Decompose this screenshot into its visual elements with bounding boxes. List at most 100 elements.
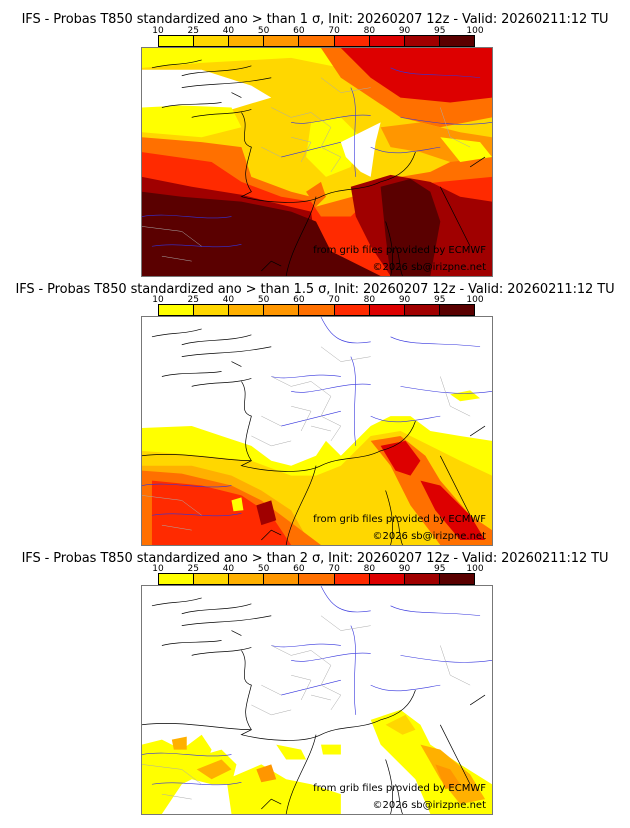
map-canvas	[142, 48, 492, 276]
colorbar-tick-label: 60	[293, 564, 305, 574]
prob-field-80-90	[380, 440, 421, 476]
colorbar-tick-label: 80	[363, 564, 376, 574]
colorbar-segment	[404, 305, 440, 315]
colorbar-segment	[404, 574, 440, 584]
panel-title: IFS - Probas T850 standardized ano > tha…	[21, 12, 609, 27]
colorbar-tick-label: 70	[328, 26, 340, 36]
colorbar-tick-label: 50	[257, 295, 270, 305]
coastlines	[142, 328, 486, 545]
prob-field-50-60	[256, 764, 277, 783]
colorbar-segment	[194, 36, 230, 46]
colorbar-segment	[264, 305, 300, 315]
colorbar	[158, 573, 475, 585]
colorbar-tick-label: 60	[293, 295, 305, 305]
colorbar-tick-label: 25	[187, 295, 199, 305]
colorbar-segment	[299, 36, 335, 46]
panel-1sigma: IFS - Probas T850 standardized ano > tha…	[0, 0, 630, 280]
colorbar-tick-label: 90	[398, 295, 411, 305]
probability-map: from grib files provided by ECMWF ©2026 …	[141, 585, 493, 815]
prob-field-80-90	[340, 48, 492, 103]
colorbar-ticks: 10 25 40 50 60 70 80 90 95 100	[152, 295, 483, 305]
panel-1-5sigma: IFS - Probas T850 standardized ano > tha…	[0, 280, 630, 550]
prob-field-25-40	[385, 714, 416, 735]
colorbar-segment	[334, 305, 370, 315]
colorbar-segment	[159, 574, 195, 584]
colorbar-tick-label: 100	[466, 564, 484, 574]
probability-map: from grib files provided by ECMWF ©2026 …	[141, 316, 493, 546]
map-canvas	[142, 317, 492, 545]
colorbar-tick-label: 95	[434, 26, 446, 36]
prob-field-70-80	[151, 480, 292, 545]
colorbar-tick-label: 90	[398, 26, 411, 36]
prob-field-10-25	[306, 117, 361, 177]
colorbar-segment	[439, 305, 474, 315]
prob-field-10-25	[142, 734, 212, 814]
prob-field-10-25	[320, 744, 341, 755]
colorbar-ticks: 10 25 40 50 60 70 80 90 95 100	[152, 564, 483, 574]
credit-source: from grib files provided by ECMWF	[313, 514, 486, 525]
colorbar-tick-label: 25	[187, 26, 199, 36]
colorbar-segment	[369, 36, 405, 46]
colorbar-segment	[229, 305, 265, 315]
colorbar-segment	[264, 574, 300, 584]
colorbar-segment	[334, 574, 370, 584]
credit-source: from grib files provided by ECMWF	[313, 783, 486, 794]
prob-field-50-60	[435, 764, 461, 790]
colorbar-tick-label: 100	[466, 295, 484, 305]
colorbar-tick-label: 95	[434, 295, 446, 305]
colorbar	[158, 304, 475, 316]
prob-field-10-25	[226, 764, 341, 814]
colorbar-tick-label: 50	[257, 564, 270, 574]
colorbar-tick-label: 25	[187, 564, 199, 574]
colorbar-ticks: 10 25 40 50 60 70 80 90 95 100	[152, 26, 483, 36]
colorbar-segment	[439, 36, 474, 46]
colorbar-tick-label: 10	[152, 26, 164, 36]
prob-field-95-100	[380, 178, 441, 276]
colorbar-tick-label: 80	[363, 26, 376, 36]
colorbar-tick-label: 10	[152, 295, 164, 305]
prob-field-40-50	[171, 736, 187, 750]
colorbar-segment	[229, 36, 265, 46]
colorbar-segment	[194, 574, 230, 584]
colorbar-tick-label: 90	[398, 564, 411, 574]
borders	[142, 615, 471, 800]
colorbar-tick-label: 100	[466, 26, 484, 36]
colorbar-tick-label: 40	[222, 295, 235, 305]
colorbar-tick-label: 80	[363, 295, 376, 305]
colorbar-segment	[299, 305, 335, 315]
colorbar-segment	[369, 574, 405, 584]
prob-field-10-25	[276, 744, 307, 760]
panel-title: IFS - Probas T850 standardized ano > tha…	[15, 282, 615, 297]
prob-field-60-70	[306, 181, 326, 207]
prob-field-80-90	[420, 480, 486, 541]
coastlines	[151, 59, 486, 276]
colorbar-segment	[264, 36, 300, 46]
colorbar-segment	[404, 36, 440, 46]
colorbar-tick-label: 40	[222, 564, 235, 574]
panel-2sigma: IFS - Probas T850 standardized ano > tha…	[0, 549, 630, 828]
colorbar-segment	[369, 305, 405, 315]
borders	[142, 77, 471, 262]
prob-field-below-10	[340, 122, 381, 177]
prob-field-10-25	[231, 497, 244, 512]
credit-source: from grib files provided by ECMWF	[313, 245, 486, 256]
prob-field-10-25	[440, 137, 492, 162]
colorbar-segment	[229, 574, 265, 584]
colorbar-segment	[159, 305, 195, 315]
colorbar-tick-label: 60	[293, 26, 305, 36]
prob-field-40-50	[196, 759, 232, 780]
credit-copyright: ©2026 sb@irizpne.net	[372, 531, 486, 542]
credit-copyright: ©2026 sb@irizpne.net	[372, 262, 486, 273]
colorbar	[158, 35, 475, 47]
colorbar-tick-label: 10	[152, 564, 164, 574]
colorbar-segment	[194, 305, 230, 315]
colorbar-tick-label: 50	[257, 26, 270, 36]
panel-title: IFS - Probas T850 standardized ano > tha…	[21, 551, 609, 566]
colorbar-tick-label: 70	[328, 564, 340, 574]
colorbar-segment	[439, 574, 474, 584]
prob-field-95-100	[142, 191, 381, 276]
probability-map: from grib files provided by ECMWF ©2026 …	[141, 47, 493, 277]
prob-field-below-10	[410, 386, 492, 407]
prob-field-10-25	[142, 105, 242, 138]
colorbar-segment	[299, 574, 335, 584]
